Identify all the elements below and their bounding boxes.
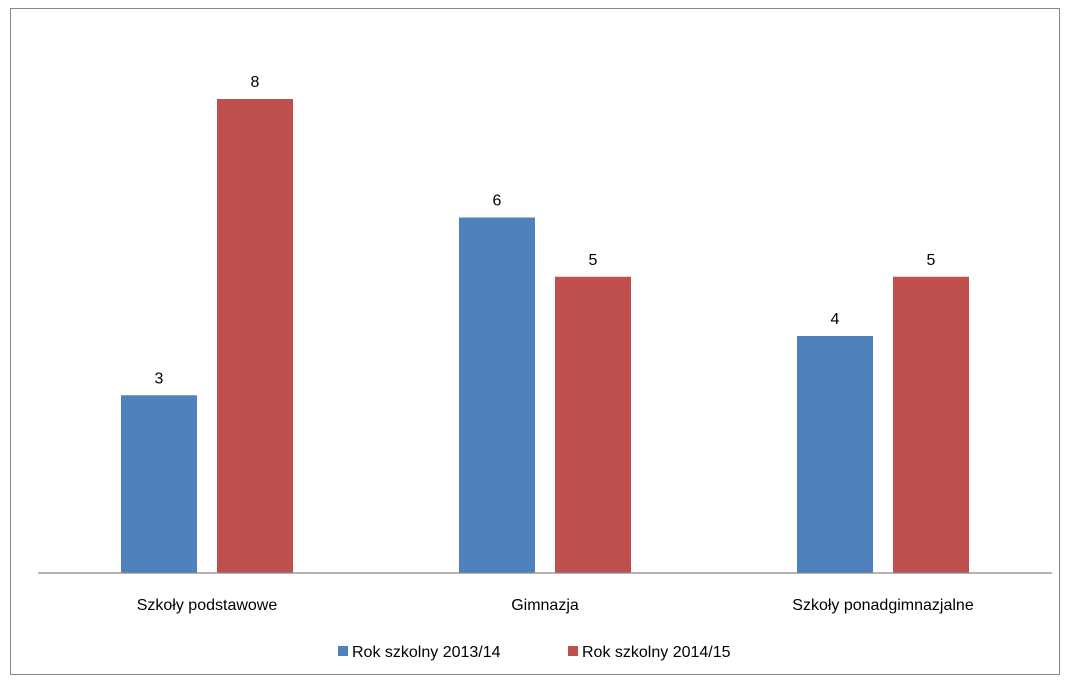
data-label: 5 [589, 252, 598, 269]
data-label: 6 [493, 193, 502, 210]
labels-layer: 3 8 Szkoły podstawowe 6 5 Gimnazja 4 5 Szkoły po… [137, 74, 974, 614]
bar-2-2 [555, 276, 631, 573]
legend-label: Rok szkolny 2013/14 [352, 644, 501, 661]
bar-1-2 [459, 217, 535, 573]
bar-1-3 [797, 336, 873, 573]
bar-2-1 [217, 99, 293, 573]
legend: Rok szkolny 2013/14 Rok szkolny 2014/15 [338, 644, 731, 661]
bars-layer [121, 99, 969, 573]
data-label: 8 [251, 74, 260, 91]
bar-2-3 [893, 276, 969, 573]
x-tick-label: Szkoły podstawowe [137, 597, 278, 614]
legend-swatch [338, 646, 348, 656]
data-label: 3 [155, 370, 164, 387]
data-label: 5 [927, 252, 936, 269]
legend-label: Rok szkolny 2014/15 [582, 644, 731, 661]
bar-1-1 [121, 395, 197, 573]
x-tick-label: Szkoły ponadgimnazjalne [792, 597, 974, 614]
legend-swatch [568, 646, 578, 656]
data-label: 4 [831, 311, 840, 328]
x-tick-label: Gimnazja [511, 597, 579, 614]
